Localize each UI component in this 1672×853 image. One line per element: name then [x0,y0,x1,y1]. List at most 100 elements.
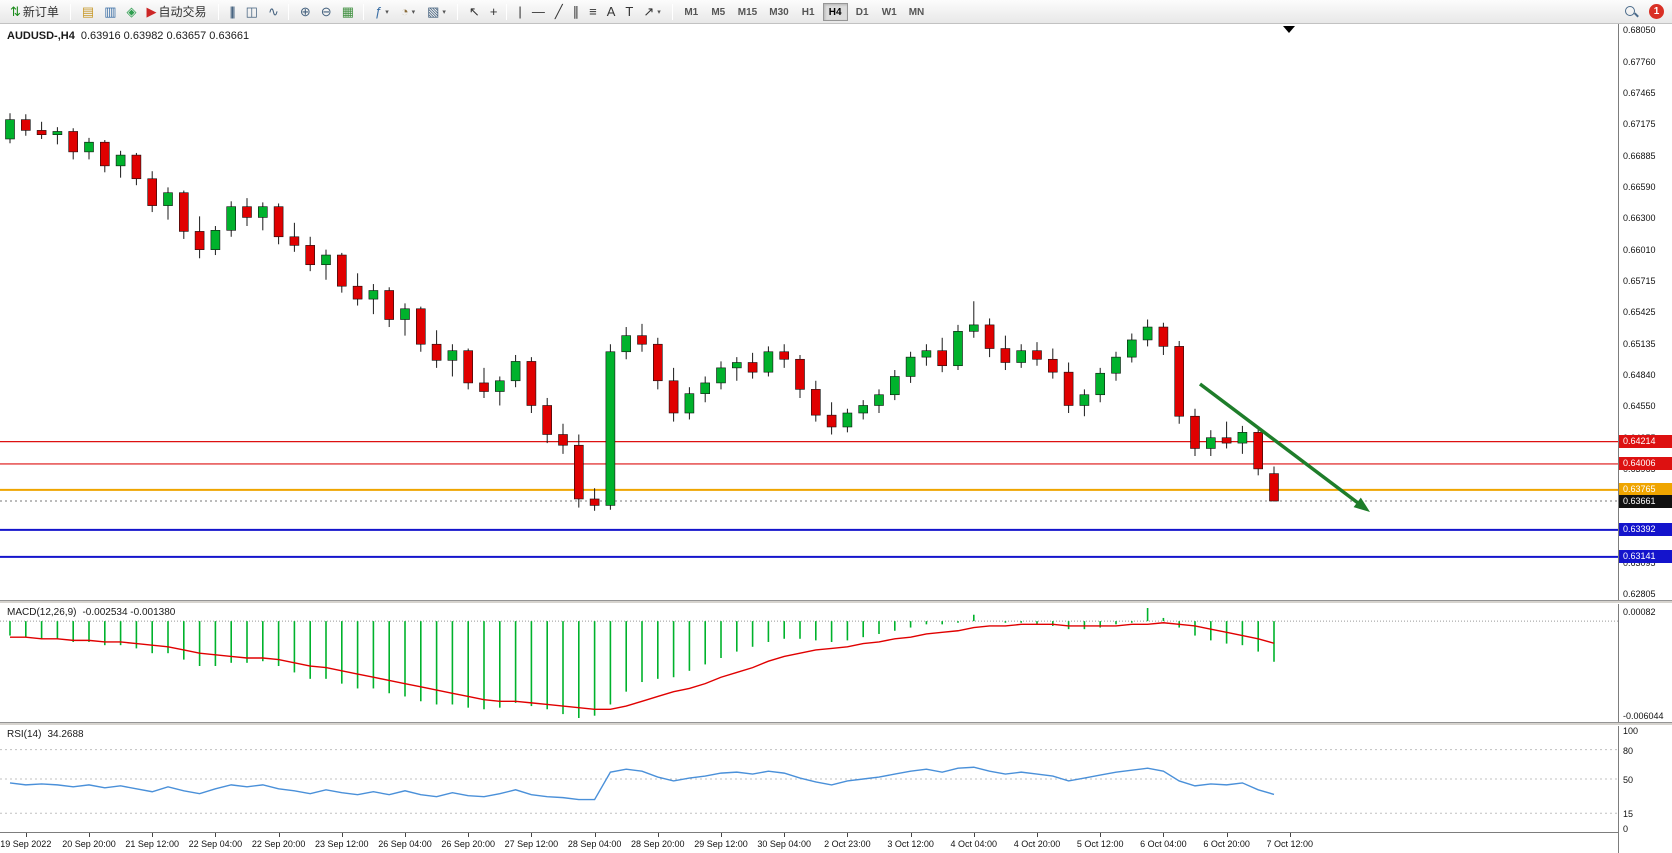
market-watch-button[interactable]: ▥ [99,2,119,22]
price-scale-label: 0.62805 [1623,589,1656,599]
bear-candle-body [289,236,300,246]
bear-candle-body [336,254,347,287]
macd-indicator-panel[interactable] [0,604,1618,722]
timeframe-h1-button[interactable]: H1 [801,6,815,18]
bear-candle-body [637,335,647,345]
timeframe-mn-button[interactable]: MN [908,6,925,18]
macd-scale-min-label: -0.006044 [1623,711,1664,721]
line-chart-button[interactable]: ∿ [263,2,282,22]
templates-button[interactable]: ▧ ▾ [422,2,451,22]
indicators-button[interactable]: ƒ ▾ [370,2,394,22]
trend-arrow-line[interactable] [1198,382,1364,508]
bull-candle-body [510,361,521,382]
bear-candle-body [194,231,205,250]
bear-candle-body [273,206,284,238]
timeframe-d1-button[interactable]: D1 [855,6,869,18]
panel-splitter-macd[interactable] [0,600,1672,604]
toolbar-separator [362,3,364,20]
time-label: 30 Sep 04:00 [757,839,811,849]
toolbar: ⇅ 新订单 ▤ ▥ ◈ ▶ 自动交易 ||| ◫ ∿ ⊕ ⊖ ▦ ƒ ▾ ◔ ▾ ▧ ▾ ↖ + | — ╱ ∥ ≡ A T ↗ ▾ M1 M… [0,0,1672,24]
chart-shift-marker[interactable] [1283,26,1295,33]
time-tick [1289,833,1291,837]
tile-windows-button[interactable]: ▦ [337,2,357,22]
time-label: 19 Sep 2022 [0,839,52,849]
bear-candle-body [100,141,110,167]
timeframe-m15-button[interactable]: M15 [737,6,758,18]
timeframe-w1-button[interactable]: W1 [881,6,897,18]
time-label: 23 Sep 12:00 [315,839,369,849]
trendline-button[interactable]: ╱ [550,2,566,22]
bar-chart-icon: ||| [229,4,236,19]
price-scale-label: 0.68050 [1623,25,1656,36]
indicators-icon: ƒ [374,4,382,19]
timeframe-m1-button[interactable]: M1 [684,6,699,18]
candles-series [5,113,1279,511]
dropdown-arrow-icon: ▾ [442,8,446,16]
crosshair-button[interactable]: + [485,2,501,22]
trend-arrow-head[interactable] [1353,497,1370,512]
bull-candle-body [1237,432,1248,444]
horizontal-line-button[interactable]: — [527,2,548,22]
timeframe-m5-button[interactable]: M5 [711,6,726,18]
navigator-button[interactable]: ◈ [122,2,140,22]
bull-candle-body [889,376,900,396]
bull-candle-body [226,206,236,231]
clock-icon: ◔ [400,4,409,19]
equidistant-channel-button[interactable]: ∥ [568,2,583,22]
bar-chart-button[interactable]: ||| [225,2,239,22]
text-button[interactable]: A [602,2,619,22]
template-icon: ▧ [427,4,439,19]
bear-candle-body [1253,432,1263,470]
timeframe-m30-button[interactable]: M30 [769,6,789,18]
macd-label: MACD(12,26,9) -0.002534 -0.001380 [7,607,175,618]
arrows-button[interactable]: ↗ ▾ [638,2,665,22]
bear-candle-body [179,192,189,232]
cursor-button[interactable]: ↖ [464,2,483,22]
bear-candle-body [1048,358,1058,373]
candlestick-chart-button[interactable]: ◫ [241,2,261,22]
notification-badge[interactable]: 1 [1649,4,1664,19]
bear-candle-body [20,119,31,131]
bear-candle-body [431,343,442,361]
time-tick [1226,833,1228,837]
time-tick [1163,833,1165,837]
ohlc-values: 0.63916 0.63982 0.63657 0.63661 [80,30,250,42]
time-label: 6 Oct 20:00 [1203,839,1250,849]
rsi-indicator-panel[interactable] [0,726,1618,832]
zoom-out-button[interactable]: ⊖ [316,2,335,22]
bear-candle-body [1221,437,1232,444]
panel-splitter-rsi[interactable] [0,722,1672,726]
price-scale-label: 0.64840 [1623,370,1656,381]
bull-candle-body [400,308,410,320]
fibonacci-button[interactable]: ≡ [584,2,600,22]
price-chart-panel[interactable] [0,24,1618,600]
bull-candle-body [1206,437,1216,449]
new-order-button[interactable]: ⇅ 新订单 [5,2,64,22]
time-tick [594,833,596,837]
cursor-icon: ↖ [468,4,480,19]
bear-candle-body [352,285,363,300]
zoom-in-button[interactable]: ⊕ [295,2,314,22]
timeframe-h4-button[interactable]: H4 [822,2,848,21]
rsi-scale-label-80: 80 [1623,745,1634,756]
channel-icon: ∥ [572,4,579,19]
periods-button[interactable]: ◔ ▾ [396,2,420,22]
price-axis[interactable]: 0.68050 0.67760 0.67465 0.67175 0.66885 0.665… [1618,24,1672,853]
symbol-timeframe-label: AUDUSD-,H4 [7,30,75,42]
vertical-line-button[interactable]: | [513,2,524,22]
bull-candle-body [858,405,869,414]
metaeditor-button[interactable]: ▤ [77,2,97,22]
search-button[interactable] [1618,2,1644,22]
time-axis[interactable]: 19 Sep 2022 20 Sep 20:00 21 Sep 12:00 22 Se… [0,832,1618,853]
bear-candle-body [1063,371,1074,406]
rsi-scale-label-15: 15 [1623,809,1634,820]
bull-candle-body [5,119,15,140]
text-label-button[interactable]: T [620,2,636,22]
bull-candle-body [605,351,616,506]
bear-candle-body [479,382,489,392]
price-badge-0.63141: 0.63141 [1619,550,1672,564]
time-label: 4 Oct 04:00 [950,839,998,849]
autotrading-button[interactable]: ▶ 自动交易 [142,2,212,22]
bull-candle-body [716,367,726,384]
